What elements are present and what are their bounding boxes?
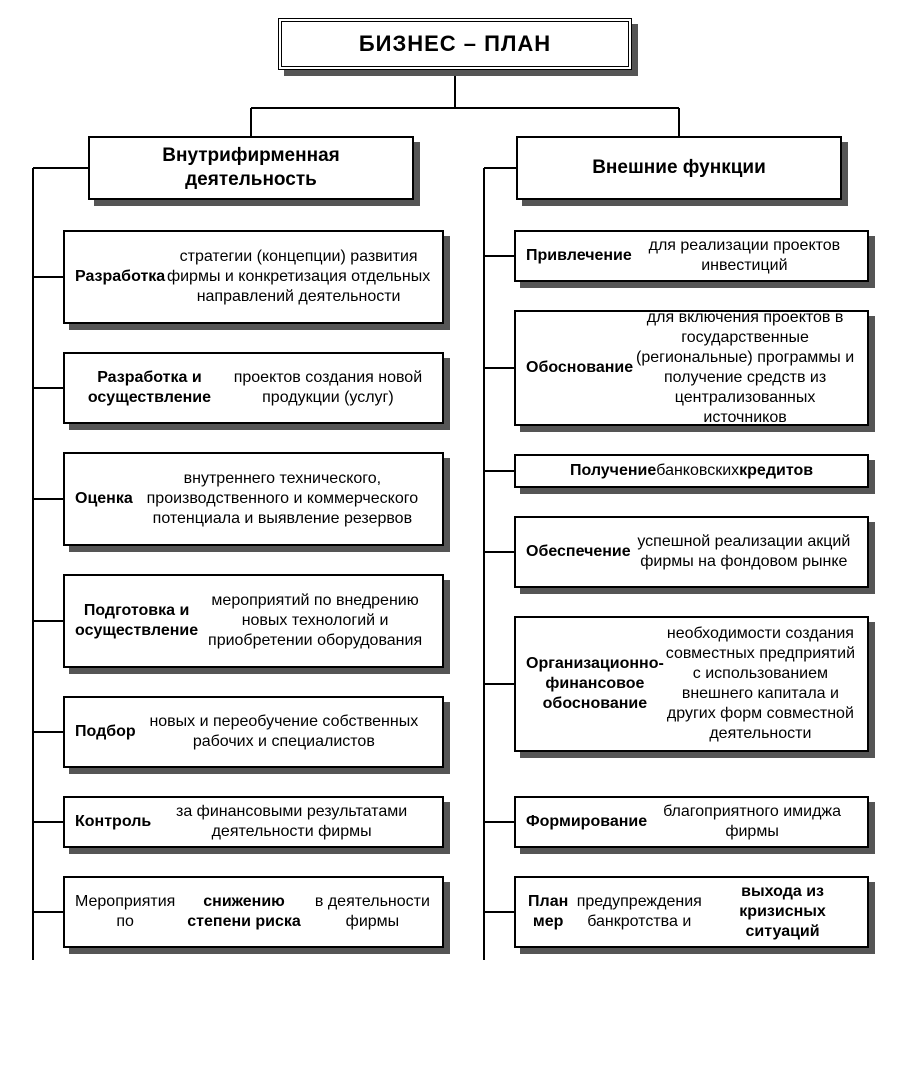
right-item-7-text: План мер предупреждения банкротства и вы… (516, 878, 867, 946)
left-item-6: Контроль за финансовыми результатами дея… (63, 796, 444, 848)
left-branch-header: Внутрифирменная деятельность (88, 136, 414, 200)
right-item-6-text: Формирование благоприятного имиджа фирмы (516, 798, 867, 846)
right-item-4-text: Обеспечение успешной реализации акций фи… (516, 518, 867, 586)
left-item-6-text: Контроль за финансовыми результатами дея… (65, 798, 442, 846)
left-item-5: Подбор новых и переобучение собственных … (63, 696, 444, 768)
left-branch-title: Внутрифирменная деятельность (90, 138, 412, 198)
left-item-2-text: Разработка и осуществление проектов созд… (65, 354, 442, 422)
left-item-5-text: Подбор новых и переобучение собственных … (65, 698, 442, 766)
right-item-1: Привлечение для реализации проектов инве… (514, 230, 869, 282)
left-item-1-text: Разработка стратегии (концепции) развити… (65, 232, 442, 322)
root-box: БИЗНЕС – ПЛАН (278, 18, 632, 70)
right-item-6: Формирование благоприятного имиджа фирмы (514, 796, 869, 848)
left-item-1: Разработка стратегии (концепции) развити… (63, 230, 444, 324)
right-item-4: Обеспечение успешной реализации акций фи… (514, 516, 869, 588)
right-item-3: Получение банковских кредитов (514, 454, 869, 488)
left-item-2: Разработка и осуществление проектов созд… (63, 352, 444, 424)
right-item-5-text: Организационно-финансовое обоснование не… (516, 618, 867, 750)
root-title: БИЗНЕС – ПЛАН (282, 22, 628, 66)
right-item-1-text: Привлечение для реализации проектов инве… (516, 232, 867, 280)
left-item-7-text: Мероприятия по снижению степени риска в … (65, 878, 442, 946)
right-branch-title: Внешние функции (518, 138, 840, 198)
left-item-7: Мероприятия по снижению степени риска в … (63, 876, 444, 948)
left-item-3: Оценка внутреннего технического, произво… (63, 452, 444, 546)
left-item-3-text: Оценка внутреннего технического, произво… (65, 454, 442, 544)
right-branch-header: Внешние функции (516, 136, 842, 200)
right-item-7: План мер предупреждения банкротства и вы… (514, 876, 869, 948)
right-item-2-text: Обоснование для включения проектов в гос… (516, 312, 867, 424)
right-item-2: Обоснование для включения проектов в гос… (514, 310, 869, 426)
right-item-5: Организационно-финансовое обоснование не… (514, 616, 869, 752)
right-item-3-text: Получение банковских кредитов (516, 456, 867, 486)
left-item-4: Подготовка и осуществление мероприятий п… (63, 574, 444, 668)
left-item-4-text: Подготовка и осуществление мероприятий п… (65, 576, 442, 666)
